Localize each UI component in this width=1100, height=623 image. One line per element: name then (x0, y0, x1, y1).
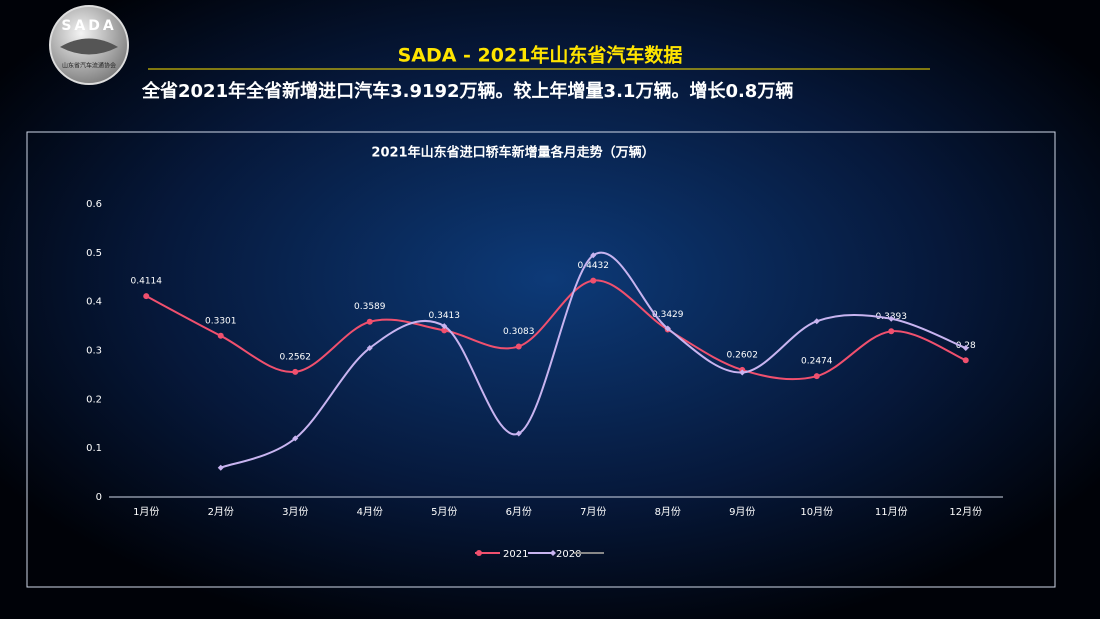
point (441, 323, 448, 330)
series-line (145, 279, 967, 381)
x-tick-label: 11月份 (875, 506, 908, 518)
point (143, 293, 150, 300)
point (292, 435, 299, 442)
x-tick-label: 4月份 (357, 506, 383, 518)
y-tick-label: 0 (96, 492, 102, 503)
data-label: 0.3589 (354, 302, 386, 312)
point (292, 368, 299, 375)
point (888, 328, 895, 335)
point (366, 345, 373, 352)
slide-subtitle: 全省2021年全省新增进口汽车3.9192万辆。较上年增量3.1万辆。增长0.8… (141, 80, 793, 102)
logo-subtext: 山东省汽车流通协会 (62, 62, 116, 70)
data-label: 0.4432 (578, 261, 610, 271)
x-tick-label: 10月份 (800, 506, 833, 518)
plot: 0 0.1 0.2 0.3 0.4 0.5 0.6 1月份 2月份 3月份 4月份 5月份 6月份 7月份… (86, 199, 1003, 560)
point (515, 430, 522, 437)
legend-marker (550, 550, 556, 556)
x-tick-label: 3月份 (282, 506, 308, 518)
y-tick-label: 0.6 (86, 199, 102, 210)
point (366, 318, 373, 325)
data-label: 0.3301 (205, 316, 237, 326)
y-tick-label: 0.1 (86, 443, 102, 454)
data-label: 0.2602 (727, 350, 759, 360)
y-tick-label: 0.2 (86, 394, 102, 405)
chart-frame (26, 131, 1056, 588)
point (441, 327, 448, 334)
data-label: 0.2562 (280, 352, 312, 362)
x-tick-label: 2月份 (208, 506, 234, 518)
data-label: 0.2474 (801, 357, 833, 367)
data-label: 0.3083 (503, 327, 535, 337)
point (888, 315, 895, 322)
x-tick-label: 9月份 (729, 506, 755, 518)
point (813, 318, 820, 325)
logo-text: SADA (61, 18, 116, 34)
chart-title: 2021年山东省进口轿车新增量各月走势（万辆） (371, 145, 654, 161)
x-tick-label: 7月份 (580, 506, 606, 518)
y-tick-label: 0.4 (86, 297, 102, 308)
data-label: 0.3429 (652, 310, 684, 320)
y-tick-label: 0.3 (86, 346, 102, 357)
point (217, 464, 224, 471)
point (739, 369, 746, 376)
point (813, 373, 820, 380)
slide-title: SADA - 2021年山东省汽车数据 (398, 44, 683, 67)
y-tick-label: 0.5 (86, 248, 102, 259)
point (590, 252, 597, 259)
legend-label: 2020 (556, 549, 581, 560)
x-tick-label: 1月份 (133, 506, 159, 518)
point (962, 357, 969, 364)
x-tick-label: 5月份 (431, 506, 457, 518)
legend-label: 2021 (503, 549, 528, 560)
data-label: 0.4114 (131, 277, 163, 287)
data-label: 0.3413 (429, 311, 461, 321)
point (962, 345, 969, 352)
point (590, 277, 597, 284)
logo-swoosh (60, 38, 118, 55)
x-tick-label: 12月份 (949, 506, 982, 518)
point (217, 332, 224, 339)
logo: SADA 山东省汽车流通协会 (49, 5, 129, 85)
point (664, 325, 671, 332)
x-tick-label: 8月份 (655, 506, 681, 518)
legend-marker (476, 550, 482, 556)
point (515, 343, 522, 350)
x-tick-label: 6月份 (506, 506, 532, 518)
